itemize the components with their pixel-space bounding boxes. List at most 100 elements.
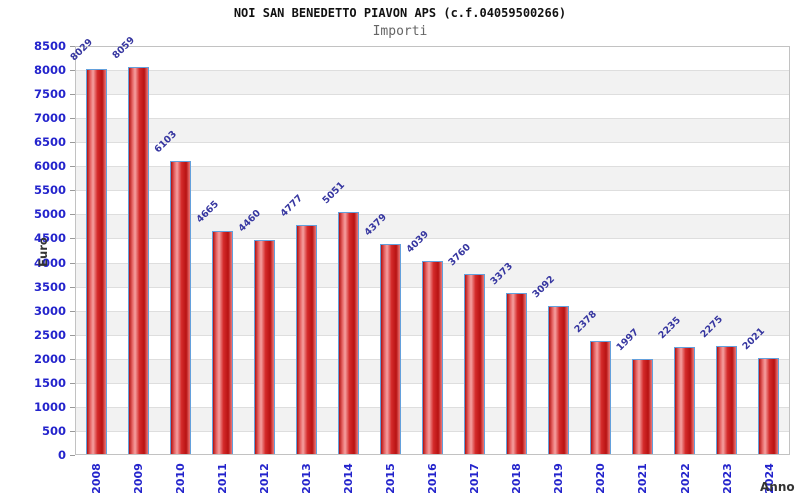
y-tick-label: 4000 [33,255,66,270]
x-tick-text: 2013 [299,462,313,494]
y-tick-label: 6500 [33,135,66,150]
y-tick-label: 8000 [33,63,66,78]
y-tick-mark [70,142,75,144]
bar [295,225,317,455]
x-tick-label: 2017 [456,458,494,498]
grid-band [75,238,790,264]
y-tick-label: 7500 [33,87,66,102]
x-tick-text: 2023 [720,462,734,494]
x-tick-label: 2008 [77,458,115,498]
x-tick-text: 2020 [594,462,608,494]
x-tick-text: 2021 [636,462,650,494]
y-tick-label: 2000 [33,351,66,366]
bar [758,357,780,455]
y-tick-label: 1000 [33,399,66,414]
x-tick-text: 2015 [383,462,397,494]
bar [716,345,738,455]
x-tick-label: 2021 [624,458,662,498]
x-tick-label: 2020 [582,458,620,498]
y-tick-mark [70,286,75,288]
y-tick-label: 8500 [33,39,66,53]
chart-title: NOI SAN BENEDETTO PIAVON APS (c.f.040595… [233,6,567,20]
grid-band [75,118,790,144]
x-tick-label: 2012 [245,458,283,498]
x-tick-text: 2011 [215,462,229,494]
grid-band [75,214,790,240]
chart-subtitle: Importi [372,24,428,39]
x-tick-text: 2010 [173,462,187,494]
x-tick-label: 2018 [498,458,536,498]
grid-band [75,70,790,96]
x-tick-text: 2008 [89,462,103,494]
x-tick-text: 2019 [552,462,566,494]
bar [674,347,696,455]
bar [169,161,191,455]
y-tick-label: 3500 [33,279,66,294]
x-tick-label: 2015 [371,458,409,498]
y-tick-mark [70,46,75,47]
x-tick-text: 2014 [341,462,355,494]
x-tick-label: 2009 [119,458,157,498]
x-axis-title: Anno [760,480,795,494]
x-tick-label: 2019 [540,458,578,498]
x-tick-text: 2022 [678,462,692,494]
y-tick-mark [70,214,75,216]
grid-band [75,142,790,168]
y-tick-mark [70,262,75,264]
y-axis-title: Euro [30,232,56,272]
y-tick-mark [70,118,75,120]
y-tick-mark [70,70,75,72]
bar [464,274,486,455]
x-tick-label: 2023 [708,458,746,498]
x-tick-label: 2016 [414,458,452,498]
x-tick-text: 2009 [131,462,145,494]
y-tick-label: 4500 [33,231,66,246]
y-tick-mark [70,166,75,168]
y-tick-mark [70,358,75,360]
bar [590,340,612,455]
bar [85,68,107,455]
y-tick-label: 3000 [33,303,66,318]
y-tick-mark [70,190,75,192]
y-tick-label: 6000 [33,159,66,174]
x-tick-label: 2011 [203,458,241,498]
bar [379,244,401,455]
bar [127,67,149,455]
grid-band [75,166,790,192]
y-tick-mark [70,430,75,432]
bar [506,292,528,455]
y-tick-mark [70,310,75,312]
y-tick-mark [70,455,75,456]
bar [337,211,359,455]
y-tick-mark [70,406,75,408]
x-tick-label: 2022 [666,458,704,498]
bar [632,358,654,455]
bar [422,260,443,455]
bar [211,230,233,455]
x-tick-text: 2018 [510,462,524,494]
x-tick-label: 2010 [161,458,199,498]
grid-band [75,94,790,120]
y-tick-label: 2500 [33,327,66,342]
y-tick-label: 7000 [33,111,66,126]
y-tick-label: 5000 [33,207,66,222]
y-tick-label: 500 [41,423,66,438]
bar [548,306,570,455]
x-tick-text: 2016 [426,462,439,494]
y-tick-label: 1500 [33,375,66,390]
bar [253,240,275,455]
x-tick-text: 2012 [257,462,271,494]
y-tick-mark [70,382,75,384]
y-axis-title-text: Euro [36,237,50,267]
y-tick-mark [70,94,75,96]
x-tick-text: 2017 [468,462,482,494]
grid-band [75,46,790,72]
y-tick-mark [70,334,75,336]
y-tick-label: 5500 [33,183,66,198]
x-tick-label: 2014 [329,458,367,498]
y-tick-mark [70,238,75,240]
x-tick-label: 2013 [287,458,325,498]
grid-band [75,190,790,216]
y-tick-label: 0 [57,448,66,462]
